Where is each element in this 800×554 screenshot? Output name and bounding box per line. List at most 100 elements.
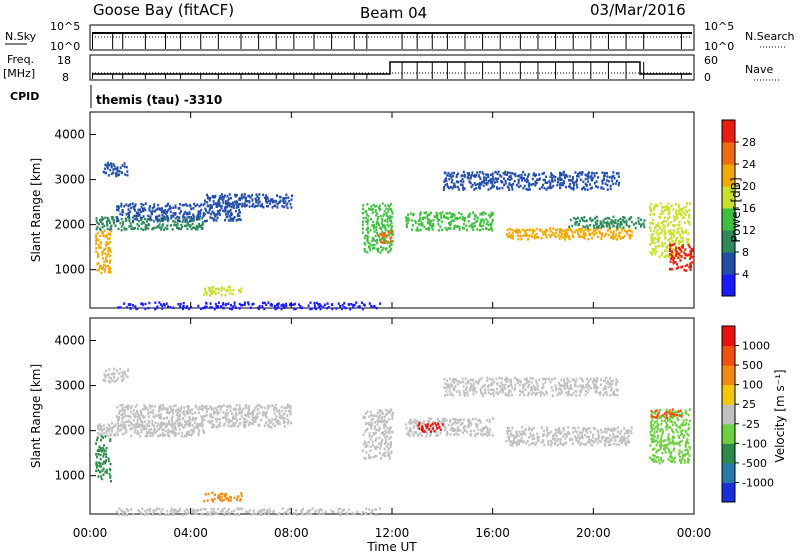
heatmap-cell [456,382,459,386]
heatmap-cell [200,208,203,212]
heatmap-cell [672,431,675,434]
heatmap-cell [135,211,138,214]
heatmap-cell [685,453,688,456]
heatmap-cell [221,499,224,502]
heatmap-cell [650,222,653,225]
heatmap-cell [117,219,120,222]
heatmap-cell [620,437,623,441]
heatmap-cell [224,202,227,205]
heatmap-cell [439,225,442,228]
heatmap-cell [124,424,127,428]
heatmap-cell [543,433,546,436]
heatmap-cell [213,307,216,311]
heatmap-cell [588,441,591,444]
heatmap-cell [244,421,247,424]
heatmap-cell [420,221,423,225]
heatmap-cell [542,429,545,433]
heatmap-cell [534,392,537,395]
heatmap-cell [385,214,388,217]
heatmap-cell [222,306,225,310]
heatmap-cell [534,184,537,187]
heatmap-cell [373,223,376,227]
heatmap-cell [461,431,464,435]
heatmap-cell [493,181,496,184]
heatmap-cell [462,418,465,421]
heatmap-cell [376,220,379,224]
heatmap-cell [389,409,392,413]
heatmap-cell [285,302,288,306]
heatmap-cell [113,219,116,222]
heatmap-cell [241,202,244,205]
heatmap-cell [524,382,527,386]
heatmap-cell [524,433,527,436]
heatmap-cell [450,423,453,426]
heatmap-cell [413,430,416,434]
heatmap-cell [559,441,562,445]
heatmap-cell [369,228,372,232]
heatmap-cell [188,512,191,515]
heatmap-cell [578,233,581,237]
heatmap-cell [268,404,271,408]
heatmap-cell [679,259,682,262]
heatmap-cell [445,419,448,422]
heatmap-cell [546,229,549,232]
heatmap-cell [386,435,389,438]
nsky-tick-top: 10^5 [50,20,80,33]
heatmap-cell [135,216,138,219]
heatmap-cell [459,423,462,426]
heatmap-cell [235,413,238,417]
heatmap-cell [605,382,608,385]
velocity-colorbar-label: Velocity [m s⁻¹] [773,369,787,462]
heatmap-cell [225,417,228,421]
heatmap-cell [497,392,500,396]
heatmap-cell [472,384,475,388]
heatmap-cell [295,509,298,512]
heatmap-cell [620,222,623,226]
heatmap-cell [132,227,135,231]
freq-label: Freq. [7,53,34,66]
heatmap-cell [512,182,515,186]
heatmap-cell [262,508,265,511]
heatmap-cell [108,237,111,240]
heatmap-cell [209,196,212,200]
heatmap-cell [661,451,664,455]
heatmap-cell [113,164,116,168]
heatmap-cell [389,241,392,244]
heatmap-cell [600,234,603,238]
heatmap-cell [238,290,241,293]
colorbar-segment [722,164,735,187]
heatmap-cell [176,215,179,219]
heatmap-cell [491,185,494,189]
heatmap-cell [446,212,449,215]
heatmap-cell [362,303,365,306]
heatmap-cell [289,202,292,206]
heatmap-cell [456,185,459,189]
heatmap-cell [510,383,513,387]
heatmap-cell [256,415,259,418]
heatmap-cell [247,410,250,414]
heatmap-cell [265,204,268,208]
heatmap-cell [198,217,201,221]
heatmap-cell [177,414,180,418]
heatmap-cell [158,408,161,411]
heatmap-cell [538,173,541,176]
heatmap-cell [230,202,233,206]
heatmap-cell [173,431,176,434]
heatmap-cell [163,417,166,420]
heatmap-cell [678,455,681,459]
heatmap-cell [484,384,487,387]
heatmap-cell [301,306,304,309]
heatmap-cell [134,305,137,308]
heatmap-cell [229,217,232,220]
heatmap-cell [419,211,422,214]
heatmap-cell [464,377,467,380]
heatmap-cell [625,222,628,225]
heatmap-cell [234,414,237,417]
heatmap-cell [662,219,665,223]
heatmap-cell [197,304,200,308]
heatmap-cell [406,213,409,216]
heatmap-cell [337,511,340,514]
heatmap-cell [377,223,380,227]
heatmap-cell [216,210,219,213]
heatmap-cell [592,377,595,381]
